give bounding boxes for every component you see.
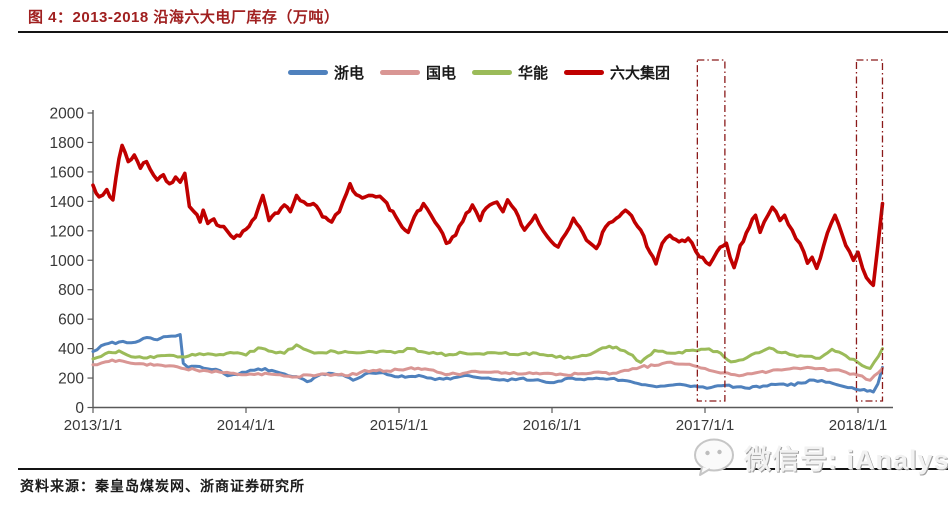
legend-item-华能: 华能 [472,62,548,83]
y-tick-label: 1400 [50,194,85,211]
highlight-box-1 [696,59,726,402]
x-tick-label: 2014/1/1 [217,417,275,434]
y-tick-label: 400 [58,341,84,358]
legend-swatch [380,70,421,75]
legend-swatch [472,70,513,75]
series-line-六大集团 [91,143,885,288]
y-tick-label: 800 [58,282,84,299]
x-tick-label: 2018/1/1 [829,417,887,434]
y-tick-label: 200 [58,371,84,388]
y-tick-label: 0 [75,400,84,417]
figure-title: 图 4：2013-2018 沿海六大电厂库存（万吨） [28,9,340,26]
legend-label: 浙电 [334,65,365,82]
chart-legend: 浙电 国电 华能 六大集团 [288,62,670,83]
series-line-浙电 [91,333,884,394]
x-tick-label: 2016/1/1 [523,417,581,434]
legend-item-国电: 国电 [380,62,456,83]
source-text: 资料来源：秦皇岛煤炭网、浙商证券研究所 [20,478,305,494]
legend-label: 华能 [518,65,549,82]
highlight-box-2 [855,59,884,402]
x-tick-label: 2015/1/1 [370,417,428,434]
axis-lines [92,110,893,409]
wechat-icon [694,438,734,476]
y-tick-label: 1800 [50,135,85,152]
watermark: 微信号: iAnalyst [692,436,948,478]
legend-swatch [564,70,605,75]
watermark-text: 微信号: iAnalyst [744,444,948,475]
y-tick-label: 1200 [50,223,85,240]
x-tick-label: 2013/1/1 [64,417,122,434]
y-tick-label: 600 [58,312,84,329]
legend-item-六大集团: 六大集团 [564,62,670,83]
x-tick-label: 2017/1/1 [676,417,734,434]
y-tick-label: 1000 [50,253,85,270]
footer-divider [18,468,948,470]
legend-item-浙电: 浙电 [288,62,364,83]
y-tick-label: 1600 [50,164,85,181]
y-tick-label: 2000 [50,106,85,123]
series-line-华能 [91,343,884,370]
legend-swatch [288,70,328,75]
legend-label: 国电 [426,65,457,82]
legend-label: 六大集团 [610,65,671,82]
series-line-国电 [91,358,884,382]
title-divider [18,31,948,33]
